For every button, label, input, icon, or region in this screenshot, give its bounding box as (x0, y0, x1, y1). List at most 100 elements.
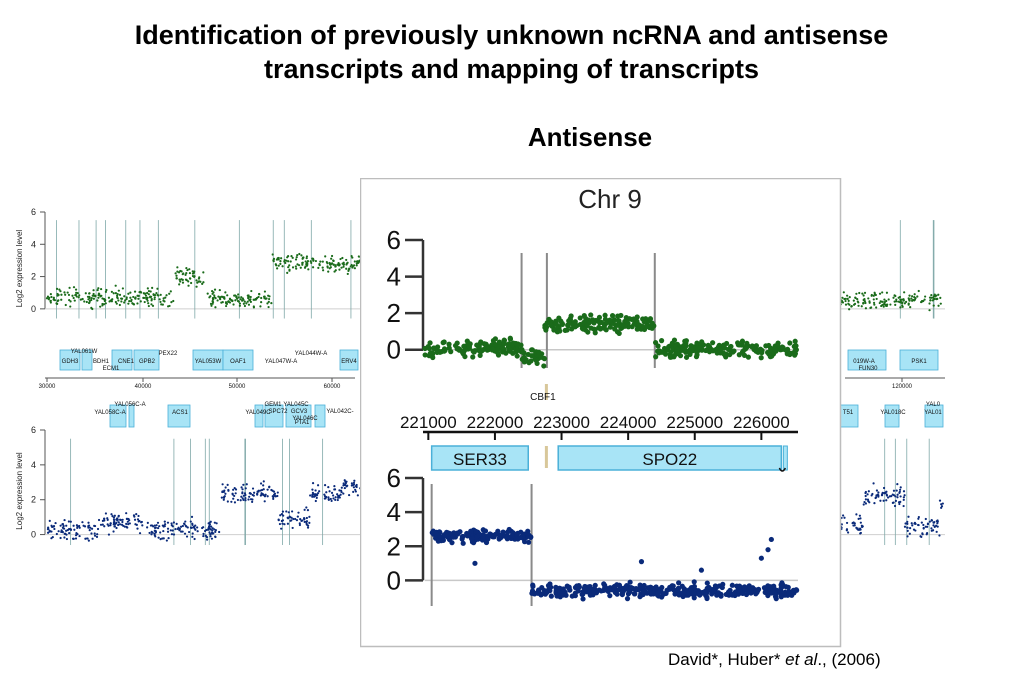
data-point (874, 293, 877, 297)
data-point (740, 348, 747, 354)
data-point (321, 266, 324, 269)
data-point (131, 302, 134, 305)
data-point (505, 344, 512, 350)
data-point (214, 306, 217, 309)
data-point (343, 486, 346, 490)
data-point (875, 306, 878, 309)
data-point (202, 534, 205, 538)
data-point (49, 299, 52, 303)
data-point (779, 584, 785, 590)
data-point (924, 525, 927, 528)
data-point (338, 263, 341, 266)
data-point (148, 531, 151, 535)
data-point (311, 491, 314, 494)
subtitle: Antisense (527, 122, 653, 152)
gene-label: YAL046C (292, 416, 318, 422)
data-point (325, 491, 328, 494)
data-point (178, 529, 181, 532)
data-point (78, 294, 81, 297)
data-point (353, 267, 356, 270)
data-point (107, 533, 111, 536)
data-point (90, 296, 93, 300)
data-point (612, 326, 618, 332)
data-point (340, 490, 343, 494)
data-point (252, 306, 256, 309)
data-point (220, 496, 223, 499)
data-point (496, 339, 503, 345)
data-point (227, 300, 230, 303)
data-point (280, 257, 283, 260)
data-point (913, 298, 917, 301)
data-point (279, 260, 282, 263)
data-point (73, 528, 76, 531)
data-point (86, 537, 89, 540)
data-point (183, 523, 186, 526)
data-point (619, 322, 626, 328)
data-point (899, 298, 902, 301)
data-point (97, 287, 100, 290)
data-point (877, 491, 880, 494)
data-point (868, 301, 871, 304)
data-point (64, 293, 67, 296)
gene-fragment (782, 445, 788, 471)
data-point (284, 261, 287, 265)
strand-arrow (778, 467, 787, 472)
data-point (338, 494, 341, 497)
data-point (136, 527, 139, 530)
data-point (227, 489, 230, 492)
data-point (303, 518, 306, 521)
data-point (155, 524, 158, 527)
data-point (670, 583, 676, 589)
data-point (875, 297, 878, 301)
data-point (867, 499, 870, 503)
data-point (353, 260, 356, 263)
data-point (165, 539, 168, 542)
data-point (216, 299, 219, 302)
data-point (266, 302, 269, 305)
data-point (209, 302, 213, 305)
data-point (513, 349, 520, 355)
data-point (472, 348, 478, 354)
data-point (152, 293, 155, 297)
data-point (187, 284, 190, 287)
data-point (72, 537, 75, 540)
data-point (84, 292, 87, 295)
data-point (77, 296, 80, 299)
data-point (287, 511, 290, 514)
data-point (607, 593, 613, 599)
data-point (123, 301, 126, 304)
data-point (939, 296, 942, 299)
data-point (55, 532, 58, 536)
data-point (315, 496, 318, 499)
data-point (940, 506, 943, 509)
data-point (341, 256, 344, 260)
data-point (99, 523, 103, 526)
data-point (177, 271, 181, 274)
data-point (136, 302, 139, 305)
data-point (872, 482, 875, 485)
data-point (256, 490, 259, 493)
data-point (180, 530, 183, 533)
data-point (294, 517, 297, 521)
data-point (257, 295, 260, 299)
data-point (116, 293, 119, 296)
data-point (296, 515, 299, 518)
data-point (199, 280, 202, 283)
data-point (901, 305, 904, 308)
data-point (333, 485, 336, 488)
data-point (472, 560, 478, 566)
data-point (328, 267, 331, 270)
data-point (49, 293, 52, 296)
data-point (616, 318, 622, 324)
y-tick-label: 4 (387, 497, 401, 527)
data-point (779, 344, 785, 350)
data-point (502, 533, 508, 539)
data-point (184, 278, 188, 281)
data-point (251, 500, 254, 503)
data-point (181, 273, 184, 276)
data-point (928, 302, 931, 305)
data-point (239, 499, 242, 502)
chart-title: Chr 9 (578, 184, 642, 214)
data-point (102, 303, 106, 306)
data-point (156, 287, 159, 290)
